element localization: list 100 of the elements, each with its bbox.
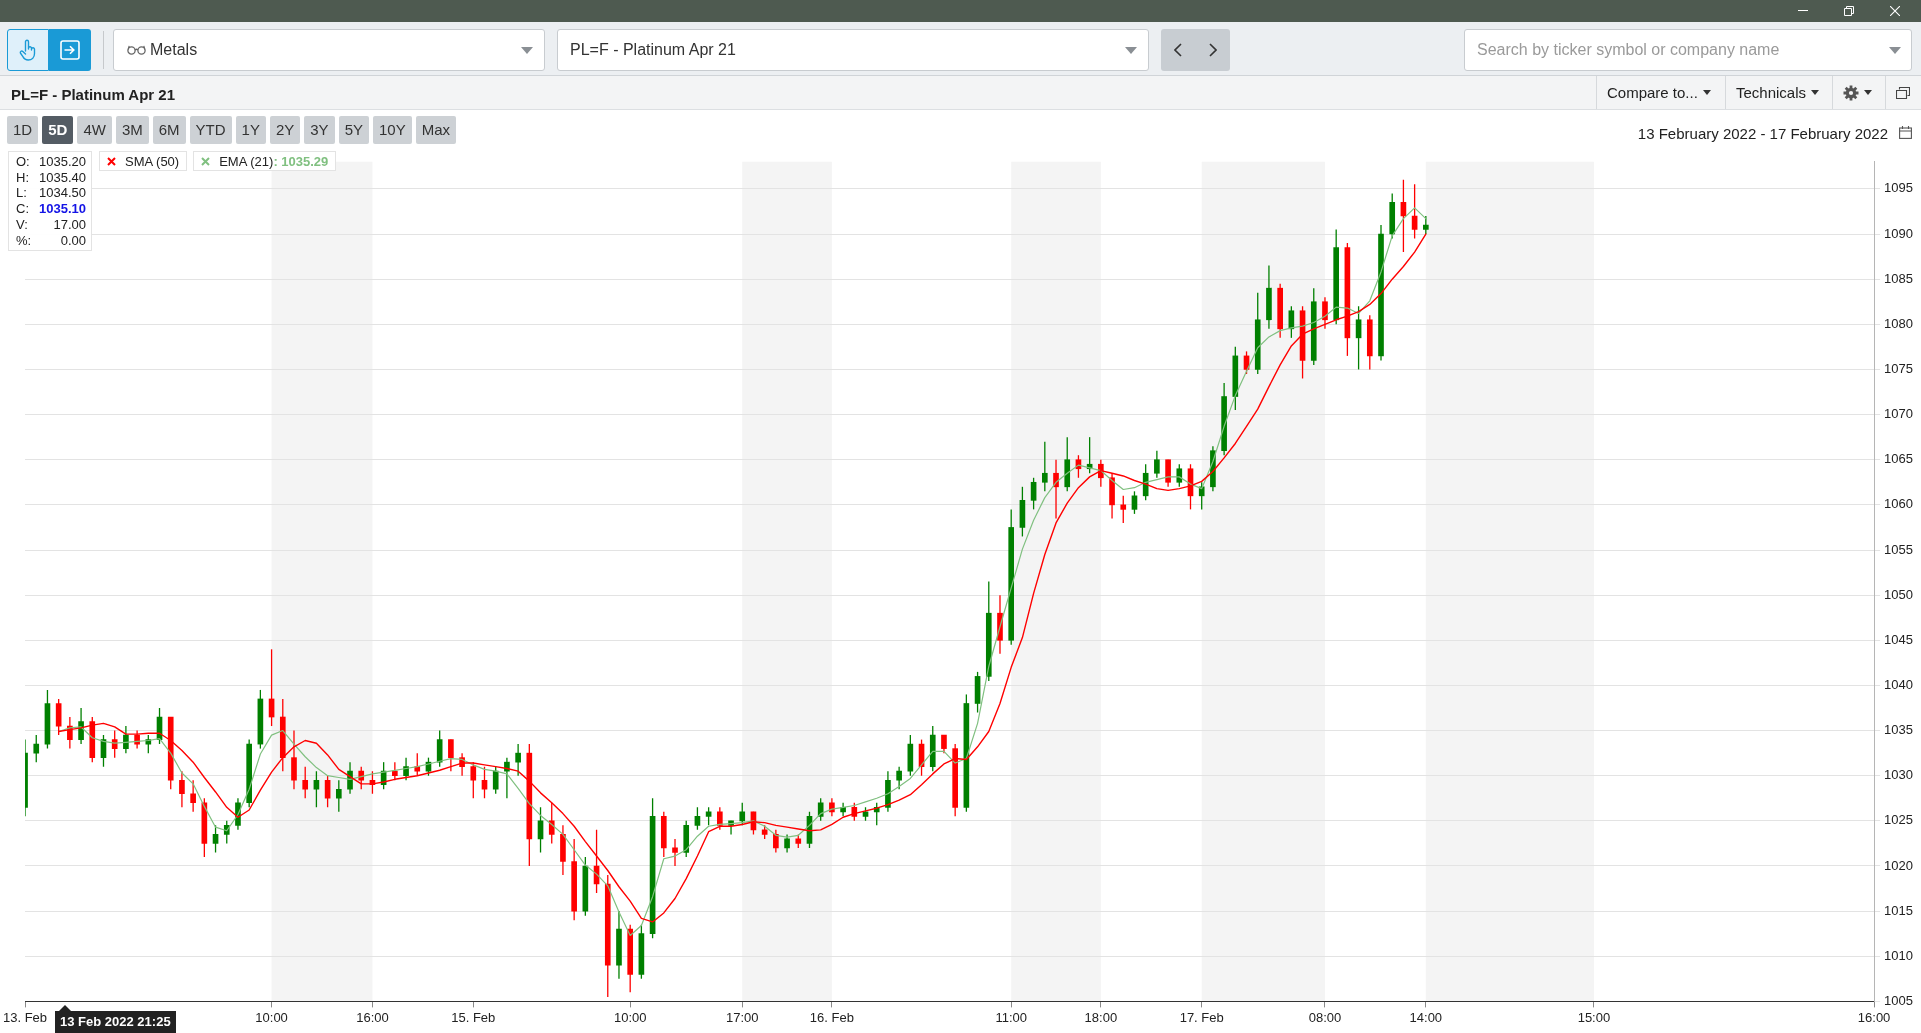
y-tick-label: 1060: [1884, 496, 1913, 512]
y-tick-label: 1065: [1884, 451, 1913, 467]
text: 5D: [42, 116, 74, 144]
candlestick: [1154, 450, 1160, 479]
y-tick-label: 1095: [1884, 180, 1913, 196]
candlestick: [694, 806, 701, 831]
candlestick: [448, 738, 454, 772]
candlestick: [291, 729, 297, 790]
text: 6M: [152, 116, 186, 144]
candlestick: [313, 770, 320, 808]
candlestick: [1165, 459, 1171, 488]
candlestick: [1142, 463, 1149, 501]
annotation: V:: [16, 216, 29, 233]
y-tick-label: 1085: [1884, 270, 1913, 286]
text: Technicals: [1736, 84, 1807, 101]
candlestick: [302, 766, 309, 799]
candlestick: [1322, 296, 1328, 330]
y-tick-label: 1055: [1884, 541, 1913, 557]
y-tick-label: 1050: [1884, 586, 1913, 602]
annotation: H:: [16, 169, 30, 186]
candlestick: [851, 802, 858, 822]
x-tick-label: 11:00: [995, 1009, 1027, 1025]
candlestick: [1198, 481, 1205, 511]
annotation: O:: [16, 154, 31, 170]
x-tick-label: 10:00: [613, 1009, 647, 1025]
text: Max: [415, 116, 457, 144]
candlestick: [717, 806, 723, 831]
annotation: 1035.20: [38, 154, 86, 170]
y-tick-label: 1005: [1884, 992, 1913, 1008]
x-tick-label: 18:00: [1084, 1009, 1118, 1025]
annotation: C:: [16, 201, 30, 217]
candlestick: [1053, 459, 1059, 520]
text: 1D: [7, 116, 39, 144]
y-tick-label: 1030: [1884, 767, 1913, 783]
candlestick: [1423, 215, 1429, 235]
candlestick: [548, 802, 555, 845]
annotation: 1035.10: [38, 201, 86, 217]
candlestick: [324, 775, 331, 808]
annotation: : 1035.29: [273, 153, 329, 169]
candlestick: [358, 766, 365, 790]
y-tick-label: 1045: [1884, 631, 1913, 647]
x-tick-label: 15:00: [1577, 1009, 1611, 1025]
annotation: 17.00: [52, 216, 86, 233]
candlestick: [739, 802, 746, 827]
candlestick: [436, 729, 443, 768]
candlestick: [123, 725, 129, 754]
candlestick: [896, 766, 902, 790]
text: Compare to...: [1607, 84, 1698, 101]
text: 5Y: [338, 116, 369, 144]
candlestick: [784, 833, 790, 854]
text: 1Y: [235, 116, 266, 144]
annotation: %:: [16, 232, 32, 249]
y-tick-label: 1075: [1884, 361, 1913, 377]
text: 3Y: [304, 116, 335, 144]
candlestick: [1030, 477, 1037, 511]
x-tick-label: 14:00: [1409, 1009, 1443, 1025]
candlestick: [1041, 441, 1048, 492]
y-tick-label: 1070: [1884, 406, 1913, 422]
text: 2Y: [269, 116, 301, 144]
x-tick-label: 17. Feb: [1179, 1009, 1224, 1025]
legend-label: EMA (21): [219, 153, 274, 169]
text: PL=F - Platinum Apr 21: [570, 41, 736, 59]
y-tick-label: 1015: [1884, 902, 1913, 918]
candlestick: [829, 797, 835, 817]
candlestick: [212, 824, 219, 854]
y-tick-label: 1040: [1884, 677, 1913, 692]
x-tick-label: 16. Feb: [809, 1009, 854, 1025]
candlestick: [179, 770, 185, 808]
y-tick-label: 1035: [1884, 722, 1913, 738]
annotation: 1034.50: [38, 185, 86, 202]
y-tick-label: 1020: [1884, 857, 1913, 873]
annotation: L:: [16, 185, 28, 202]
y-tick-label: 1090: [1884, 225, 1913, 241]
text: 4W: [77, 116, 112, 144]
text: YTD: [189, 116, 232, 144]
candlestick: [33, 734, 40, 763]
chart-title: PL=F - Platinum Apr 21: [11, 86, 176, 103]
x-tick-label: 10:00: [255, 1009, 288, 1025]
candlestick: [392, 761, 398, 781]
candlestick: [515, 743, 521, 777]
y-tick-label: 1025: [1884, 812, 1913, 828]
candlestick: [1355, 305, 1362, 371]
candlestick: [705, 806, 712, 827]
y-tick-label: 1080: [1884, 315, 1913, 331]
x-tick-label: 16:00: [1857, 1009, 1891, 1025]
candlestick: [492, 766, 499, 795]
text: 13 Feb 2022 21:25: [55, 1011, 176, 1033]
x-tick-label: 13. Feb: [3, 1009, 48, 1025]
candlestick: [335, 779, 342, 813]
x-tick-label: 15. Feb: [451, 1009, 496, 1025]
text: Metals: [150, 41, 198, 59]
candlestick: [817, 797, 824, 822]
candlestick: [941, 734, 947, 754]
candlestick: [1176, 463, 1183, 488]
candlestick: [78, 707, 84, 745]
candlestick: [773, 829, 779, 854]
x-tick-label: 17:00: [725, 1009, 759, 1025]
text: 3M: [115, 116, 149, 144]
candlestick: [672, 838, 678, 867]
annotation: 0.00: [59, 232, 86, 249]
